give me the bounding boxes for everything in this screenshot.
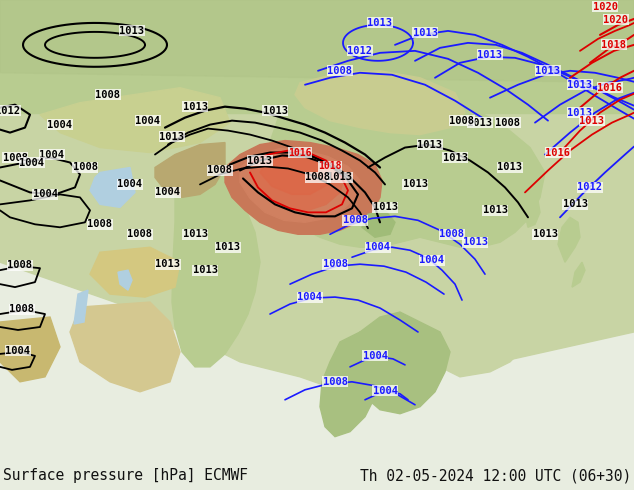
Text: 1008: 1008	[72, 163, 98, 172]
Polygon shape	[118, 270, 132, 290]
Text: 1013: 1013	[183, 229, 207, 239]
Text: 1004: 1004	[32, 190, 58, 199]
Text: 1013: 1013	[567, 108, 593, 118]
Text: 1013: 1013	[119, 26, 145, 36]
Polygon shape	[0, 0, 634, 113]
Polygon shape	[240, 148, 360, 222]
Polygon shape	[40, 88, 230, 152]
Text: 1013: 1013	[482, 205, 507, 215]
Text: 1004: 1004	[155, 187, 181, 197]
Text: 1013: 1013	[498, 163, 522, 172]
Text: 1008: 1008	[450, 116, 474, 125]
Text: 1004: 1004	[365, 242, 391, 252]
Polygon shape	[225, 141, 382, 234]
Text: 1008: 1008	[3, 152, 27, 163]
Text: 1013: 1013	[368, 18, 392, 28]
Text: 1013: 1013	[403, 179, 427, 190]
Text: Surface pressure [hPa] ECMWF: Surface pressure [hPa] ECMWF	[3, 468, 248, 483]
Text: 1012: 1012	[0, 106, 20, 116]
Text: 1013: 1013	[567, 80, 593, 90]
Polygon shape	[0, 0, 634, 83]
Text: 1013: 1013	[418, 140, 443, 149]
Polygon shape	[260, 83, 545, 247]
Text: 1004: 1004	[136, 116, 160, 125]
Polygon shape	[90, 247, 180, 297]
Text: 1013: 1013	[328, 172, 353, 182]
Text: 1013: 1013	[155, 259, 181, 269]
Text: 1004: 1004	[373, 386, 398, 396]
Text: 1013: 1013	[183, 101, 207, 112]
Polygon shape	[0, 0, 634, 362]
Text: 1004: 1004	[20, 157, 44, 168]
Polygon shape	[572, 262, 585, 287]
Text: 1008: 1008	[342, 215, 368, 225]
Text: 1008: 1008	[127, 229, 153, 239]
Text: 1004: 1004	[117, 179, 143, 190]
Text: 1012: 1012	[578, 182, 602, 193]
Polygon shape	[0, 0, 634, 387]
Text: 1016: 1016	[545, 147, 571, 157]
Text: 1013: 1013	[262, 106, 287, 116]
Text: 1016: 1016	[288, 147, 312, 157]
Polygon shape	[558, 218, 580, 262]
Text: Th 02-05-2024 12:00 UTC (06+30): Th 02-05-2024 12:00 UTC (06+30)	[359, 468, 631, 483]
Text: 1008: 1008	[323, 259, 347, 269]
Polygon shape	[524, 197, 540, 227]
Polygon shape	[260, 154, 335, 195]
Text: 1008: 1008	[207, 166, 233, 175]
Polygon shape	[155, 143, 225, 197]
Polygon shape	[172, 163, 260, 367]
Text: 1004: 1004	[39, 149, 65, 160]
Text: 1008: 1008	[328, 66, 353, 76]
Text: 1013: 1013	[443, 152, 467, 163]
Text: 1013: 1013	[536, 66, 560, 76]
Text: 1013: 1013	[373, 202, 398, 212]
Text: 1013: 1013	[579, 116, 604, 125]
Text: 1020: 1020	[604, 15, 628, 25]
Text: 1013: 1013	[467, 118, 493, 127]
Polygon shape	[90, 168, 135, 207]
Polygon shape	[295, 71, 465, 135]
Text: 1013: 1013	[533, 229, 557, 239]
Polygon shape	[358, 312, 450, 414]
Polygon shape	[0, 0, 634, 302]
Text: 1004: 1004	[6, 346, 30, 356]
Polygon shape	[70, 302, 180, 392]
Text: 1012: 1012	[347, 46, 373, 56]
Text: 1013: 1013	[477, 50, 503, 60]
Polygon shape	[74, 290, 88, 324]
Text: 1013: 1013	[462, 237, 488, 247]
Text: 1008: 1008	[8, 260, 32, 270]
Text: 1008: 1008	[439, 229, 465, 239]
Text: 1004: 1004	[297, 292, 323, 302]
Text: 1008: 1008	[96, 90, 120, 99]
Text: 1008: 1008	[87, 220, 112, 229]
Polygon shape	[362, 210, 395, 237]
Polygon shape	[250, 154, 344, 210]
Polygon shape	[0, 317, 60, 382]
Text: 1013: 1013	[413, 28, 437, 38]
Text: 1018: 1018	[318, 162, 342, 172]
Text: 1013: 1013	[193, 265, 217, 275]
Text: 1020: 1020	[593, 2, 618, 12]
Text: 1013: 1013	[562, 199, 588, 209]
Text: 1013: 1013	[247, 155, 273, 166]
Text: 1004: 1004	[420, 255, 444, 265]
Text: 1008: 1008	[323, 377, 347, 387]
Text: 1004: 1004	[363, 351, 387, 361]
Text: 1008: 1008	[306, 172, 330, 182]
Text: 1013: 1013	[216, 242, 240, 252]
Text: 1016: 1016	[597, 83, 623, 93]
Text: 1018: 1018	[602, 40, 626, 50]
Text: 1004: 1004	[48, 120, 72, 130]
Polygon shape	[320, 332, 380, 437]
Text: 1008: 1008	[496, 118, 521, 127]
Text: 1013: 1013	[160, 132, 184, 142]
Text: 1008: 1008	[10, 304, 34, 314]
